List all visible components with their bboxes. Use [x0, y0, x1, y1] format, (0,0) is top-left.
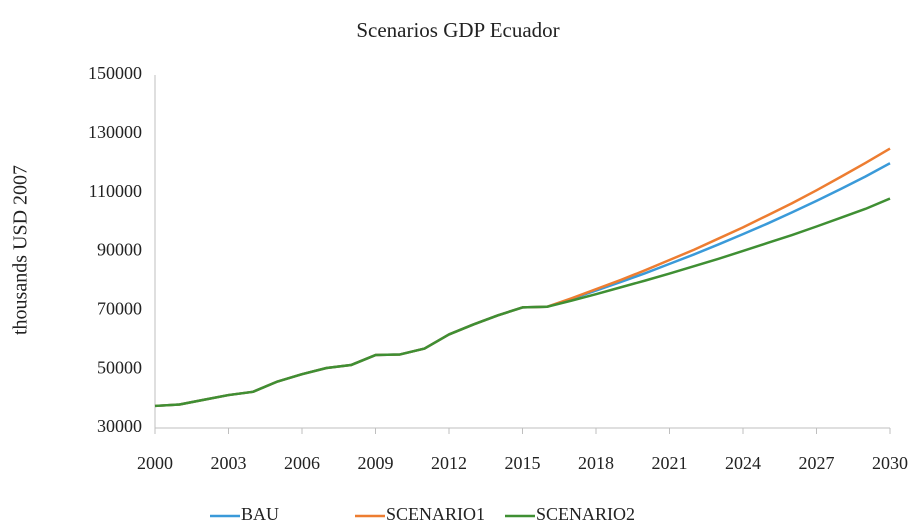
- x-tick-label: 2018: [578, 453, 614, 473]
- x-tick-label: 2006: [284, 453, 320, 473]
- x-tick-label: 2000: [137, 453, 173, 473]
- x-tick-label: 2024: [725, 453, 761, 473]
- legend-label: SCENARIO2: [536, 504, 635, 524]
- series-line: [154, 147, 891, 408]
- y-tick-label: 90000: [97, 240, 142, 260]
- y-tick-label: 50000: [97, 357, 142, 377]
- x-tick-label: 2027: [799, 453, 835, 473]
- x-tick-label: 2015: [505, 453, 541, 473]
- y-tick-label: 70000: [97, 298, 142, 318]
- y-tick-label: 130000: [88, 122, 142, 142]
- legend-label: SCENARIO1: [386, 504, 485, 524]
- y-tick-label: 150000: [88, 63, 142, 83]
- y-axis-label: thousands USD 2007: [10, 165, 32, 335]
- x-tick-label: 2009: [358, 453, 394, 473]
- series-line: [154, 162, 891, 408]
- series-line: [154, 197, 891, 408]
- y-tick-label: 110000: [89, 181, 142, 201]
- x-tick-label: 2021: [652, 453, 688, 473]
- x-tick-label: 2003: [211, 453, 247, 473]
- chart-title: Scenarios GDP Ecuador: [356, 18, 559, 42]
- x-tick-label: 2030: [872, 453, 908, 473]
- x-tick-label: 2012: [431, 453, 467, 473]
- y-tick-label: 30000: [97, 416, 142, 436]
- legend-label: BAU: [241, 504, 279, 524]
